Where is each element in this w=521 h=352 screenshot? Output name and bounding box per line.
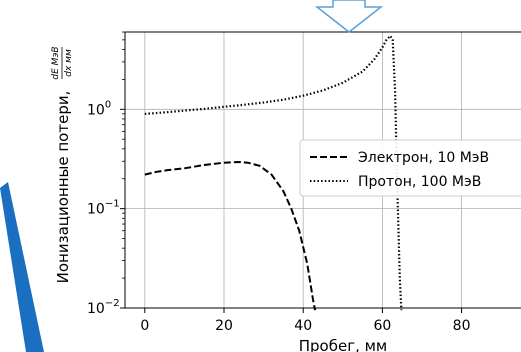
blue-diagonal-bar (0, 182, 44, 352)
series-line-1 (144, 160, 317, 311)
y-label-denominator: dx мм (64, 49, 74, 77)
y-tick-label: 10−1 (87, 199, 120, 218)
legend-label-1: Электрон, 10 МэВ (358, 150, 489, 166)
y-label-rotated: Ионизационные потери, dE МэВ dx мм (51, 46, 74, 283)
y-tick-label: 100 (87, 99, 111, 118)
y-label-numerator: dE МэВ (51, 46, 61, 79)
y-axis-label: Ионизационные потери, dE МэВ dx мм (51, 46, 74, 283)
axes (124, 31, 521, 309)
overlay (0, 0, 384, 352)
x-axis-label: Пробег, мм (299, 337, 388, 352)
legend: Электрон, 10 МэВ Протон, 100 МэВ (299, 139, 521, 197)
y-tick-label: 10−2 (87, 298, 120, 317)
series-line-2 (144, 33, 403, 311)
x-tick-label: 80 (453, 318, 471, 334)
legend-label-2: Протон, 100 МэВ (358, 174, 481, 190)
ticks: 020406080110010−110−2 (87, 31, 471, 334)
x-tick-label: 0 (140, 318, 149, 334)
legend-box (299, 139, 521, 197)
x-tick-label: 60 (373, 318, 391, 334)
x-tick-label: 40 (294, 318, 312, 334)
x-tick-label: 20 (215, 318, 233, 334)
down-arrow-icon (314, 0, 384, 33)
series-group (144, 33, 403, 311)
y-label-text: Ионизационные потери, (54, 91, 72, 284)
